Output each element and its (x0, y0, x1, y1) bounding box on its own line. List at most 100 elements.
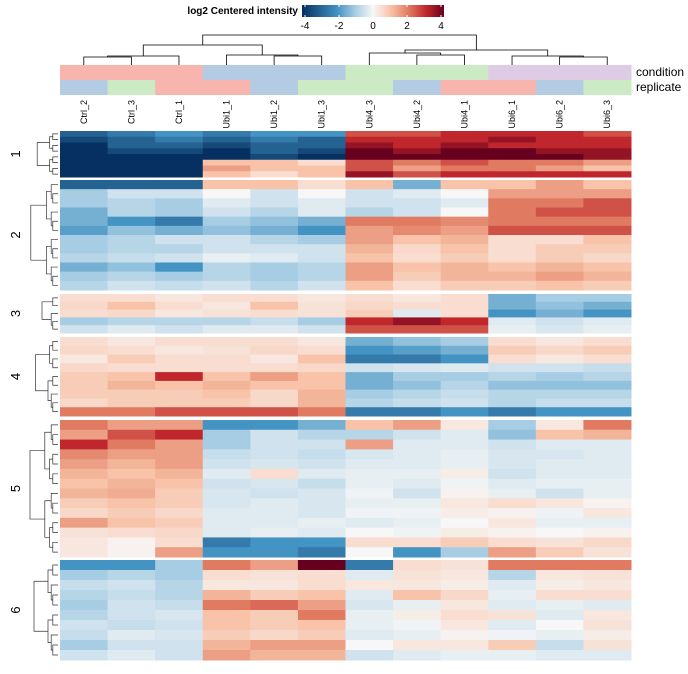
heatmap-cell (583, 590, 632, 601)
heatmap-cell (345, 271, 394, 282)
heatmap-cell (393, 650, 442, 661)
heatmap-cell (440, 363, 489, 373)
heatmap-cell (535, 198, 584, 208)
heatmap-cell (250, 262, 299, 273)
heatmap-cell (440, 560, 489, 571)
replicate-cell (345, 80, 394, 95)
heatmap-cell (107, 271, 156, 282)
heatmap-cell (440, 294, 489, 303)
heatmap-cell (107, 610, 156, 621)
heatmap-cell (535, 325, 584, 334)
heatmap-cell (440, 171, 489, 178)
heatmap-cell (345, 610, 394, 621)
heatmap-cell (60, 225, 109, 236)
heatmap-cell (488, 590, 537, 601)
heatmap-cell (535, 439, 584, 450)
heatmap-cell (297, 301, 346, 311)
dendrogram-branch (52, 358, 58, 369)
heatmap-cell (202, 294, 251, 303)
heatmap-cell (535, 253, 584, 263)
heatmap-cell (250, 650, 299, 661)
heatmap-cell (202, 154, 251, 161)
heatmap-cell (107, 459, 156, 470)
heatmap-cell (345, 294, 394, 303)
heatmap-cell (393, 527, 442, 538)
heatmap-cell (297, 280, 346, 291)
heatmap-cell (345, 262, 394, 273)
heatmap-cell (345, 459, 394, 470)
condition-cell (250, 65, 299, 80)
heatmap-cell (440, 301, 489, 311)
heatmap-cell (440, 508, 489, 519)
dendrogram-branch (50, 424, 58, 440)
heatmap-cell (155, 610, 204, 621)
heatmap-cell (345, 345, 394, 356)
heatmap-cell (393, 478, 442, 489)
heatmap-cell (488, 449, 537, 460)
heatmap-cell (297, 148, 346, 155)
heatmap-cell (535, 590, 584, 601)
heatmap-cell (107, 560, 156, 571)
legend-tick-label: 2 (404, 21, 410, 32)
heatmap-cell (107, 235, 156, 245)
dendrogram-branch (50, 184, 58, 199)
heatmap-cell (297, 478, 346, 489)
heatmap-cell (393, 439, 442, 450)
heatmap-cell (535, 225, 584, 236)
heatmap-cell (440, 216, 489, 227)
heatmap-cell (583, 165, 632, 172)
heatmap-cell (583, 650, 632, 661)
heatmap-cell (345, 478, 394, 489)
heatmap-cell (107, 570, 156, 581)
heatmap-cell (202, 171, 251, 178)
heatmap-cell (297, 354, 346, 364)
heatmap-cell (488, 570, 537, 581)
heatmap-cell (107, 207, 156, 218)
heatmap-cell (440, 420, 489, 431)
heatmap-cell (535, 262, 584, 273)
dendrogram-branch (50, 493, 58, 509)
heatmap-cell (345, 537, 394, 548)
replicate-cell (488, 80, 537, 95)
heatmap-cell (297, 207, 346, 218)
heatmap-cell (440, 131, 489, 138)
heatmap-cell (583, 620, 632, 631)
heatmap-cell (107, 165, 156, 172)
heatmap-cell (155, 337, 204, 347)
heatmap-cell (440, 600, 489, 611)
heatmap-cell (155, 380, 204, 391)
dendrogram-branch (41, 301, 53, 320)
condition-cell (440, 65, 489, 80)
heatmap-cell (488, 309, 537, 318)
heatmap-cell (297, 189, 346, 199)
heatmap-cell (202, 180, 251, 190)
heatmap-cells (60, 131, 632, 661)
heatmap-cell (535, 600, 584, 611)
heatmap-cell (345, 253, 394, 263)
heatmap-cell (60, 570, 109, 581)
column-label: Ubi6_2 (555, 100, 565, 129)
heatmap-cell (345, 165, 394, 172)
heatmap-cell (393, 253, 442, 263)
heatmap-cell (107, 590, 156, 601)
heatmap-cell (250, 337, 299, 347)
heatmap-cell (345, 216, 394, 227)
heatmap-cell (393, 407, 442, 417)
heatmap-cell (250, 640, 299, 651)
heatmap-cell (107, 148, 156, 155)
heatmap-cell (107, 620, 156, 631)
heatmap-cell (345, 337, 394, 347)
heatmap-cell (393, 154, 442, 161)
heatmap-cell (155, 325, 204, 334)
dendrogram-branch (46, 191, 52, 220)
heatmap-cell (107, 244, 156, 254)
heatmap-cell (393, 280, 442, 291)
heatmap-cell (297, 380, 346, 391)
heatmap-cell (60, 280, 109, 291)
heatmap-cell (393, 363, 442, 373)
heatmap-cell (393, 468, 442, 480)
heatmap-cell (155, 420, 204, 431)
heatmap-cell (297, 294, 346, 303)
heatmap-cell (297, 650, 346, 661)
heatmap-cell (345, 407, 394, 417)
